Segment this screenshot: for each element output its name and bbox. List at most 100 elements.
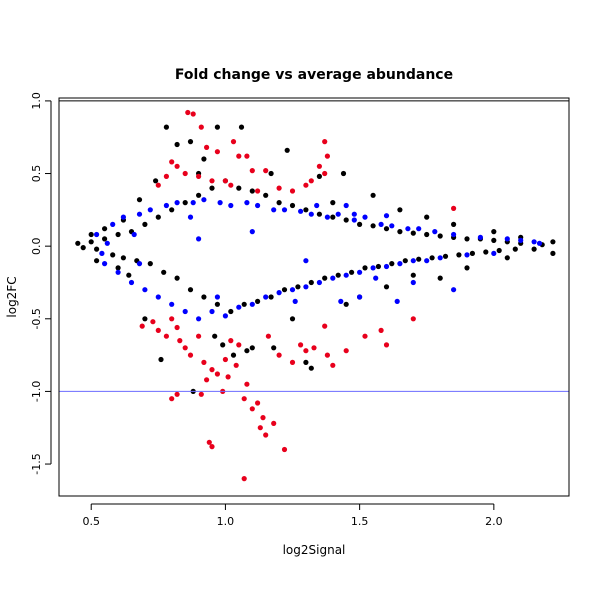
data-point	[464, 265, 470, 271]
data-point	[104, 240, 110, 246]
data-point	[311, 345, 317, 351]
data-point	[429, 255, 435, 261]
data-point	[464, 236, 470, 242]
data-point	[322, 139, 328, 145]
data-point	[316, 163, 322, 169]
data-point	[158, 356, 164, 363]
y-axis-label: log2FC	[5, 276, 19, 317]
data-point	[236, 342, 242, 348]
data-point	[209, 367, 215, 373]
data-point	[394, 298, 400, 304]
data-point	[187, 139, 194, 145]
plot-frame	[58, 97, 570, 497]
data-point	[335, 211, 341, 217]
x-tick-label: 2.0	[485, 515, 503, 528]
data-point	[281, 287, 288, 293]
data-point	[169, 301, 175, 307]
data-point	[236, 185, 242, 191]
data-point	[174, 324, 180, 331]
data-point	[424, 258, 430, 264]
data-point	[265, 333, 271, 339]
data-point	[220, 342, 226, 348]
data-point	[102, 226, 108, 232]
data-point	[163, 173, 169, 179]
data-point	[397, 261, 403, 267]
data-point	[314, 202, 320, 209]
data-point	[504, 255, 510, 261]
data-point	[298, 342, 304, 348]
data-point	[182, 345, 188, 351]
data-point	[190, 200, 196, 206]
data-point	[249, 229, 255, 235]
data-point	[451, 231, 457, 238]
data-point	[362, 265, 368, 271]
data-point	[451, 221, 457, 227]
data-point	[330, 362, 336, 368]
data-point	[230, 352, 237, 358]
data-point	[249, 345, 255, 351]
data-point	[249, 406, 255, 412]
data-point	[214, 301, 220, 307]
data-point	[174, 391, 180, 397]
data-point	[163, 202, 169, 209]
data-point	[410, 230, 416, 236]
data-point	[442, 253, 449, 259]
data-point	[289, 359, 296, 365]
data-point	[201, 156, 207, 162]
data-point	[268, 294, 274, 300]
data-point	[131, 231, 137, 238]
data-point	[196, 192, 202, 198]
data-point	[491, 237, 497, 243]
data-point	[281, 446, 288, 453]
data-point	[174, 200, 180, 206]
data-point	[289, 188, 296, 194]
data-point	[322, 275, 328, 281]
data-point	[169, 207, 175, 213]
data-point	[397, 207, 403, 213]
data-point	[276, 200, 282, 206]
data-point	[405, 226, 411, 232]
y-tick-label: -1.5	[30, 453, 43, 474]
data-point	[209, 308, 215, 315]
data-point	[383, 226, 390, 232]
data-point	[263, 192, 269, 198]
data-point	[469, 250, 475, 256]
data-point	[410, 316, 416, 322]
data-point	[128, 279, 135, 286]
data-point	[163, 124, 169, 130]
data-point	[217, 200, 223, 206]
data-point	[155, 182, 161, 188]
data-point	[322, 323, 328, 329]
data-point	[241, 476, 247, 482]
data-point	[303, 182, 309, 188]
data-point	[142, 316, 148, 322]
data-point	[209, 185, 215, 191]
data-point	[169, 316, 175, 322]
data-point	[174, 141, 180, 148]
data-point	[292, 298, 298, 304]
data-point	[357, 269, 363, 275]
data-point	[416, 256, 422, 262]
data-point	[531, 239, 537, 245]
data-point	[136, 197, 143, 203]
data-point	[338, 298, 344, 304]
data-point	[308, 365, 314, 371]
data-point	[316, 173, 322, 179]
data-point	[550, 239, 556, 245]
data-point	[249, 168, 255, 174]
x-tick-label: 0.5	[82, 515, 100, 528]
data-point	[316, 279, 322, 286]
y-tick-label: -0.5	[30, 308, 43, 329]
data-point	[187, 352, 194, 358]
data-point	[88, 231, 94, 238]
data-point	[102, 236, 108, 242]
data-point	[142, 287, 148, 293]
data-point	[94, 258, 100, 264]
data-point	[518, 237, 524, 243]
data-point	[241, 396, 247, 402]
data-point	[214, 294, 220, 300]
data-point	[389, 261, 395, 267]
data-point	[126, 272, 132, 278]
data-point	[271, 207, 277, 213]
data-point	[225, 374, 231, 380]
